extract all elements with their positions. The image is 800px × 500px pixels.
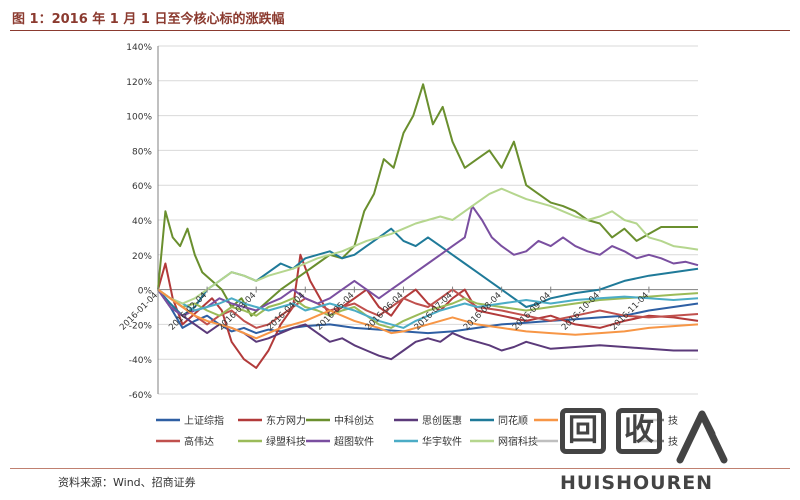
series-line-6	[157, 288, 699, 329]
series-line-10	[157, 288, 699, 340]
series-line-2	[157, 83, 698, 317]
legend-label: 思创医惠	[422, 414, 462, 427]
y-tick-label: 80%	[132, 147, 152, 157]
watermark-logo: 回 收 HUISHOUREN	[560, 400, 730, 496]
series-line-7	[157, 205, 699, 317]
footer-divider	[10, 468, 790, 469]
page-title: 图 1：2016 年 1 月 1 日至今核心标的涨跌幅	[12, 12, 285, 27]
legend-label: 高伟达	[184, 435, 214, 448]
y-tick-label: -20%	[129, 321, 153, 331]
legend-label: 技	[668, 414, 678, 427]
watermark-text: HUISHOUREN	[560, 472, 714, 494]
series-line-9	[157, 187, 699, 305]
legend-label: 上证综指	[184, 414, 224, 427]
legend-label: 绿盟科技	[266, 435, 306, 448]
watermark-char-1: 回	[560, 408, 606, 454]
y-tick-label: 20%	[132, 252, 152, 262]
legend-label: 网宿科技	[498, 435, 538, 448]
source-note: 资料来源：Wind、招商证券	[58, 476, 196, 489]
y-tick-label: 140%	[126, 43, 152, 53]
x-tick-label: 2016-09-04	[511, 291, 553, 333]
y-tick-label: -40%	[129, 356, 153, 366]
legend-label: 超图软件	[334, 435, 374, 448]
legend-label: 技	[668, 435, 678, 448]
y-tick-label: 0%	[138, 287, 153, 297]
legend-label: 华宇软件	[422, 435, 462, 448]
x-tick-label: 2016-07-04	[413, 291, 455, 333]
line-chart: -60% -40% -20% 0% 20% 40% 60% 80% 100% 120% 140% 20…	[118, 43, 699, 448]
series-line-5	[157, 288, 699, 329]
series-line-0	[157, 289, 699, 335]
watermark-char-2: 收	[616, 408, 662, 454]
legend-label: 东方网力	[266, 414, 306, 427]
y-tick-label: 120%	[126, 78, 152, 88]
y-tick-label: -60%	[129, 391, 153, 401]
title-divider	[10, 30, 790, 31]
legend-label: 中科创达	[334, 414, 374, 427]
y-tick-label: 40%	[132, 217, 152, 227]
legend-label: 同花顺	[498, 414, 528, 427]
watermark-person-icon	[676, 410, 728, 464]
y-tick-label: 60%	[132, 182, 152, 192]
y-tick-label: 100%	[126, 113, 152, 123]
series-line-8	[157, 288, 699, 329]
